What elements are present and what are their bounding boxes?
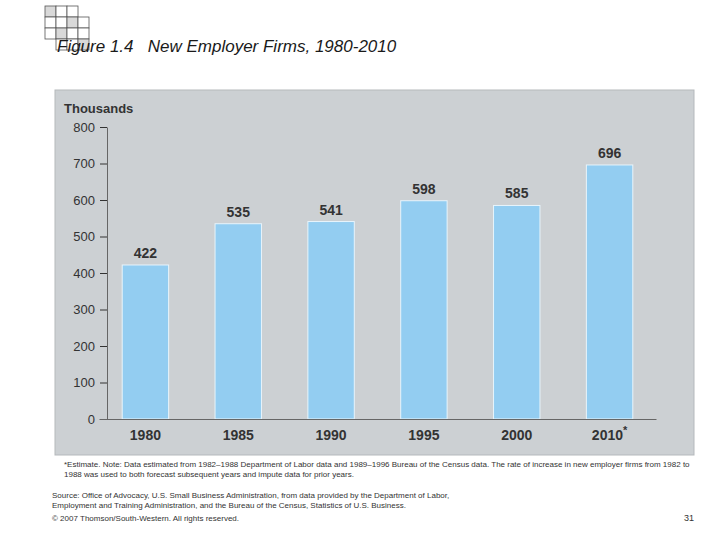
y-axis-title: Thousands — [64, 101, 133, 116]
x-axis-line — [100, 419, 657, 420]
y-tick-label: 700 — [73, 156, 95, 171]
source: Source: Office of Advocacy, U.S. Small B… — [52, 491, 472, 511]
y-tick: 500 — [73, 229, 107, 244]
icon-cell — [56, 6, 67, 17]
y-tick-label: 0 — [88, 412, 95, 427]
bar — [586, 165, 632, 419]
bars — [122, 165, 633, 419]
x-tick: 1995 — [408, 419, 439, 443]
y-tick-mark — [100, 237, 107, 238]
y-tick-label: 600 — [73, 193, 95, 208]
y-tick-label: 400 — [73, 266, 95, 281]
y-tick-label: 200 — [73, 339, 95, 354]
page-number: 31 — [684, 513, 694, 524]
data-label: 585 — [505, 185, 529, 201]
data-label: 422 — [134, 245, 158, 261]
x-tick-label: 1980 — [130, 427, 161, 443]
data-label: 598 — [412, 181, 436, 197]
y-tick-mark — [100, 164, 107, 165]
x-tick-label: 1990 — [316, 427, 347, 443]
y-tick-mark — [100, 383, 107, 384]
x-tick: 1985 — [223, 419, 254, 443]
y-tick-mark — [100, 310, 107, 311]
chart: Figure 1.4 New Employer Firms, 1980-2010… — [0, 0, 720, 540]
y-tick: 400 — [73, 266, 107, 281]
y-tick-label: 800 — [73, 120, 95, 135]
data-label: 535 — [227, 204, 251, 220]
x-tick: 1980 — [130, 419, 161, 443]
plot-panel — [55, 90, 694, 455]
x-tick-label: 2000 — [501, 427, 532, 443]
data-labels: 422 535 541 598 585 696 — [134, 145, 622, 261]
x-tick: 2010* — [592, 419, 628, 443]
copyright: © 2007 Thomson/South-Western. All rights… — [52, 514, 472, 524]
x-tick-label: 2010* — [592, 424, 628, 443]
x-tick-label: 1995 — [408, 427, 439, 443]
data-label: 541 — [319, 202, 343, 218]
x-tick-label: 1985 — [223, 427, 254, 443]
icon-cell — [45, 28, 56, 39]
bar — [308, 222, 354, 419]
y-tick-mark — [100, 273, 107, 274]
bar — [122, 265, 168, 419]
icon-cell — [45, 6, 56, 17]
y-tick: 100 — [73, 375, 107, 390]
y-tick-mark — [100, 127, 107, 128]
icon-cell — [45, 17, 56, 28]
y-tick-label: 100 — [73, 375, 95, 390]
y-tick-label: 500 — [73, 229, 95, 244]
y-axis-line — [107, 128, 108, 420]
x-tick: 2000 — [501, 419, 532, 443]
icon-cell — [56, 17, 67, 28]
y-axis: 0 100 200 300 400 500 600 700 800 — [73, 120, 107, 427]
bar — [494, 205, 540, 419]
y-tick: 600 — [73, 193, 107, 208]
y-tick: 800 — [73, 120, 107, 135]
bar — [401, 201, 447, 419]
y-tick: 200 — [73, 339, 107, 354]
y-tick: 700 — [73, 156, 107, 171]
y-tick: 300 — [73, 302, 107, 317]
bar — [215, 224, 261, 419]
y-tick-label: 300 — [73, 302, 95, 317]
footnote: *Estimate. Note: Data estimated from 198… — [64, 460, 704, 480]
icon-cell — [67, 17, 78, 28]
icon-cell — [67, 6, 78, 17]
icon-cell — [78, 17, 89, 28]
title: Figure 1.4 New Employer Firms, 1980-2010 — [57, 37, 397, 56]
data-label: 696 — [598, 145, 622, 161]
y-tick-mark — [100, 346, 107, 347]
x-axis: 1980 1985 1990 1995 2000 2010* — [100, 419, 657, 443]
x-tick: 1990 — [316, 419, 347, 443]
y-tick-mark — [100, 200, 107, 201]
